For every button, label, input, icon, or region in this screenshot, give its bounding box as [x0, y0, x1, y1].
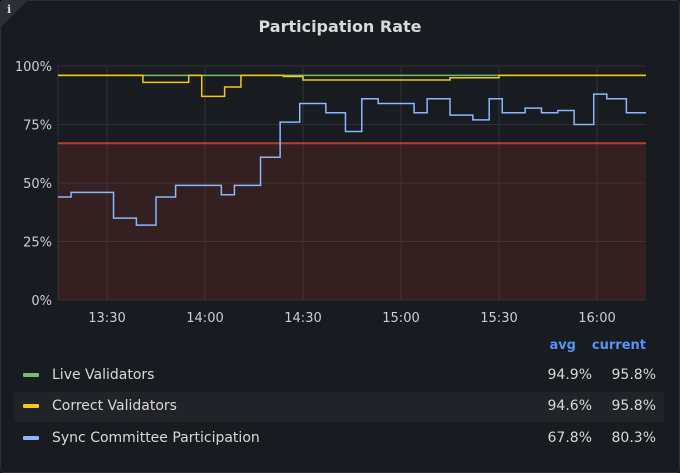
legend-swatch [23, 373, 39, 377]
info-icon[interactable]: i [7, 3, 12, 16]
x-tick-label: 16:00 [578, 311, 615, 326]
series-line-correct-validators [58, 74, 646, 98]
legend-avg-value: 67.8% [547, 430, 592, 446]
y-tick-label: 100% [15, 60, 52, 75]
x-tick-label: 14:00 [186, 311, 223, 326]
legend-swatch [23, 404, 39, 408]
series-lines [58, 74, 646, 226]
legend-row-sync-committee[interactable]: Sync Committee Participation 67.8% 80.3% [14, 424, 664, 454]
series-line-sync-committee-participation [58, 93, 646, 226]
x-tick-label: 15:00 [382, 311, 419, 326]
legend-row-live-validators[interactable]: Live Validators 94.9% 95.8% [14, 361, 664, 391]
legend-row-correct-validators[interactable]: Correct Validators 94.6% 95.8% [14, 392, 664, 422]
legend-current-value: 95.8% [611, 367, 656, 383]
y-tick-label: 25% [23, 236, 52, 251]
legend-current-header[interactable]: current [591, 338, 646, 353]
panel-title: Participation Rate [258, 17, 422, 36]
x-tick-label: 15:30 [480, 311, 517, 326]
info-corner[interactable] [1, 1, 27, 27]
legend-avg-value: 94.6% [547, 398, 592, 414]
threshold-area [58, 143, 646, 300]
legend-series-name: Correct Validators [52, 398, 177, 414]
y-tick-label: 50% [23, 177, 52, 192]
threshold [58, 142, 646, 300]
x-tick-label: 14:30 [284, 311, 321, 326]
x-tick-label: 13:30 [88, 311, 125, 326]
y-axis-ticks: 0% 25% 50% 75% 100% [15, 60, 52, 309]
legend-avg-header[interactable]: avg [549, 338, 576, 353]
legend-swatch [23, 436, 39, 440]
grid [57, 65, 646, 301]
x-axis-ticks: 13:30 14:00 14:30 15:00 15:30 16:00 [88, 311, 615, 326]
legend-avg-value: 94.9% [547, 367, 592, 383]
legend-series-name: Sync Committee Participation [52, 430, 260, 446]
legend-current-value: 95.8% [611, 398, 656, 414]
y-tick-label: 75% [23, 119, 52, 134]
y-tick-label: 0% [31, 294, 52, 309]
legend-series-name: Live Validators [52, 367, 155, 383]
legend-current-value: 80.3% [611, 430, 656, 446]
